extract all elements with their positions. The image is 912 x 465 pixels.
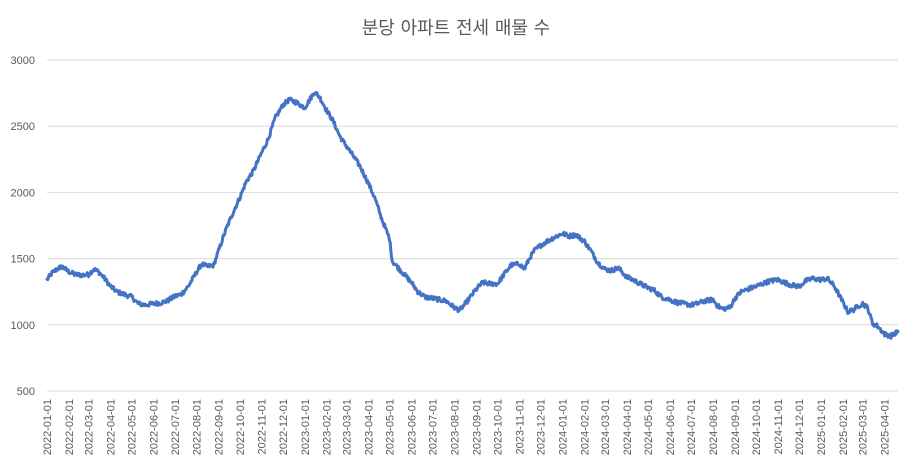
- x-tick-label-2024-05-01: 2024-05-01: [643, 399, 655, 455]
- x-tick-label-2023-03-01: 2023-03-01: [341, 399, 353, 455]
- x-tick-label-2025-03-01: 2025-03-01: [858, 399, 870, 455]
- y-tick-label-500: 500: [17, 386, 35, 398]
- x-tick-label-2023-12-01: 2023-12-01: [536, 399, 548, 455]
- y-tick-label-2500: 2500: [11, 121, 35, 133]
- y-tick-label-3000: 3000: [11, 55, 35, 67]
- series-line-0: [45, 90, 900, 340]
- x-tick-label-2025-04-01: 2025-04-01: [880, 399, 892, 455]
- chart-title: 분당 아파트 전세 매물 수: [361, 18, 551, 39]
- x-tick-label-2022-01-01: 2022-01-01: [42, 399, 54, 455]
- x-tick-label-2023-05-01: 2023-05-01: [385, 399, 397, 455]
- x-tick-label-2024-10-01: 2024-10-01: [751, 399, 763, 455]
- x-tick-label-2022-07-01: 2022-07-01: [170, 399, 182, 455]
- x-tick-label-2022-06-01: 2022-06-01: [149, 399, 161, 455]
- x-tick-label-2022-04-01: 2022-04-01: [106, 399, 118, 455]
- y-tick-label-1500: 1500: [11, 254, 35, 266]
- x-tick-label-2024-11-01: 2024-11-01: [773, 399, 785, 454]
- x-tick-label-2022-12-01: 2022-12-01: [278, 399, 290, 455]
- x-tick-label-2023-04-01: 2023-04-01: [363, 399, 375, 455]
- y-tick-label-2000: 2000: [11, 187, 35, 199]
- x-tick-label-2022-05-01: 2022-05-01: [127, 399, 139, 455]
- x-tick-label-2023-07-01: 2023-07-01: [428, 399, 440, 455]
- x-tick-label-2023-10-01: 2023-10-01: [493, 399, 505, 455]
- x-tick-label-2024-08-01: 2024-08-01: [708, 399, 720, 455]
- x-tick-label-2022-11-01: 2022-11-01: [257, 399, 269, 454]
- x-tick-label-2025-01-01: 2025-01-01: [816, 399, 828, 455]
- x-tick-label-2023-02-01: 2023-02-01: [322, 399, 334, 455]
- x-tick-label-2022-03-01: 2022-03-01: [84, 399, 96, 455]
- y-tick-label-1000: 1000: [11, 320, 35, 332]
- x-tick-label-2024-04-01: 2024-04-01: [622, 399, 634, 455]
- x-tick-label-2022-02-01: 2022-02-01: [64, 399, 76, 455]
- x-tick-label-2024-09-01: 2024-09-01: [730, 399, 742, 455]
- x-tick-label-2022-09-01: 2022-09-01: [214, 399, 226, 455]
- x-tick-label-2023-09-01: 2023-09-01: [471, 399, 483, 455]
- x-tick-label-2023-11-01: 2023-11-01: [514, 399, 526, 454]
- x-tick-label-2023-01-01: 2023-01-01: [300, 399, 312, 455]
- x-tick-label-2023-08-01: 2023-08-01: [449, 399, 461, 455]
- x-tick-label-2024-02-01: 2024-02-01: [579, 399, 591, 455]
- x-tick-label-2024-01-01: 2024-01-01: [558, 399, 570, 455]
- x-tick-label-2023-06-01: 2023-06-01: [406, 399, 418, 455]
- x-tick-label-2024-03-01: 2024-03-01: [600, 399, 612, 455]
- x-tick-label-2025-02-01: 2025-02-01: [838, 399, 850, 455]
- x-tick-label-2024-12-01: 2024-12-01: [794, 399, 806, 455]
- x-tick-label-2024-06-01: 2024-06-01: [665, 399, 677, 455]
- x-tick-label-2022-10-01: 2022-10-01: [235, 399, 247, 455]
- x-tick-label-2024-07-01: 2024-07-01: [686, 399, 698, 455]
- x-tick-label-2022-08-01: 2022-08-01: [192, 399, 204, 455]
